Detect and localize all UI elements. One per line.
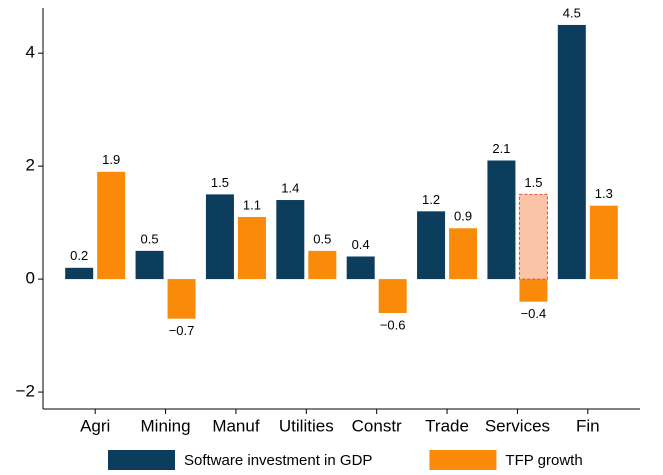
bar [97,171,126,280]
x-tick-label: Utilities [279,416,334,435]
bar [487,160,516,280]
bar [308,250,337,280]
value-label: 1.9 [102,152,120,167]
value-label: −0.7 [169,323,195,338]
bar [65,267,94,280]
bar [589,205,618,280]
value-label: 4.5 [563,5,581,20]
y-tick-label: 0 [26,269,35,288]
x-tick-label: Constr [352,416,402,435]
value-label: −0.6 [380,317,406,332]
y-tick-label: 2 [26,156,35,175]
x-tick-label: Trade [425,416,469,435]
x-tick-label: Manuf [212,416,260,435]
legend-label: Software investment in GDP [184,452,372,469]
bar [205,194,234,280]
value-label: 1.2 [422,192,440,207]
value-label: 0.5 [313,231,331,246]
bar [135,250,164,280]
value-label: 1.5 [211,175,229,190]
bar [519,279,548,302]
bar [346,256,375,280]
value-label: 2.1 [492,141,510,156]
bar [378,279,407,313]
value-label: 1.1 [243,197,261,212]
value-label: 0.2 [70,248,88,263]
legend-label: TFP growth [505,452,582,469]
bar [449,228,478,280]
bar [237,216,266,280]
value-label: 1.5 [524,175,542,190]
x-tick-label: Fin [576,416,600,435]
bar [557,24,586,280]
x-tick-label: Mining [141,416,191,435]
bar [167,279,196,319]
value-label: 1.4 [281,180,299,195]
value-label: −0.4 [521,306,547,321]
bar [276,200,305,280]
legend-swatch [108,450,175,470]
value-label: 0.4 [352,237,370,252]
value-label: 0.5 [141,231,159,246]
legend-swatch [429,450,497,470]
value-label: 1.3 [595,186,613,201]
x-tick-label: Agri [80,416,110,435]
x-tick-label: Services [485,416,550,435]
y-tick-label: 4 [26,43,35,62]
y-tick-label: −2 [16,382,35,401]
dashed-bar [518,193,548,280]
bar [417,211,446,280]
value-label: 0.9 [454,209,472,224]
